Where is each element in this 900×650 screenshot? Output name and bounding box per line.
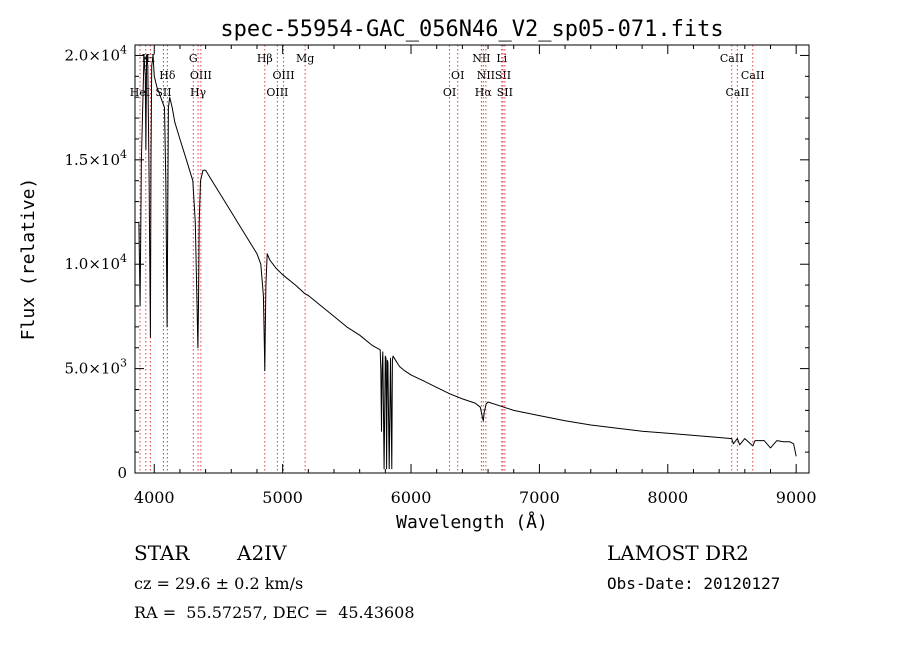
line-marker-label: CaII	[726, 86, 750, 99]
line-marker-label: SII	[495, 69, 511, 82]
line-marker-label: CaII	[720, 52, 744, 65]
x-tick-label: 9000	[776, 488, 817, 507]
y-tick-label: 5.0×103	[64, 357, 127, 378]
x-tick-label: 4000	[134, 488, 175, 507]
x-tick-label: 8000	[647, 488, 688, 507]
plot-frame	[134, 44, 810, 474]
x-tick-label: 5000	[262, 488, 303, 507]
chart-title: spec-55954-GAC_056N46_V2_sp05-071.fits	[220, 17, 723, 42]
survey-name: LAMOST DR2	[607, 541, 749, 565]
spectrum-line	[138, 54, 797, 470]
x-axis-label: Wavelength (Å)	[396, 511, 548, 533]
spectrum-series	[138, 54, 797, 470]
y-tick-label: 2.0×104	[64, 43, 127, 64]
line-marker-label: Li	[496, 52, 507, 65]
line-marker-label: SII	[155, 86, 171, 99]
y-axis: 0 5.0×103 1.0×104 1.5×104 2.0×104	[64, 43, 809, 482]
line-marker-label: Hδ	[159, 69, 176, 82]
y-tick-exponent: 3	[120, 357, 127, 370]
x-tick-label: 6000	[391, 488, 432, 507]
line-marker-label: OIII	[266, 86, 288, 99]
line-marker-label: NII	[477, 69, 495, 82]
line-marker-label: Hγ	[190, 86, 207, 99]
line-marker-label: Mg	[296, 52, 314, 65]
line-marker-label: Hβ	[257, 52, 273, 65]
line-marker-label: NII	[472, 52, 490, 65]
line-markers: HeIKHSIIHδGHγOIIIHβOIIIOIIIMgOIOINIIHαNI…	[130, 45, 765, 473]
line-marker-label: CaII	[741, 69, 765, 82]
y-tick-label: 1.5×104	[64, 148, 127, 169]
object-subclass: A2IV	[237, 541, 287, 565]
sky-coordinates: RA = 55.57257, DEC = 45.43608	[134, 603, 415, 622]
line-marker-label: OIII	[190, 69, 212, 82]
line-marker-label: SII	[497, 86, 513, 99]
redshift-velocity: cz = 29.6 ± 0.2 km/s	[134, 574, 304, 593]
line-marker-label: OI	[451, 69, 464, 82]
y-tick-exponent: 4	[120, 43, 127, 56]
line-marker-label: G	[189, 52, 198, 65]
x-axis: 4000 5000 6000 7000 8000 9000	[134, 45, 817, 507]
y-tick-exponent: 4	[120, 252, 127, 265]
line-marker-label: HeI	[130, 86, 150, 99]
line-marker-label: Hα	[475, 86, 493, 99]
line-marker-label: H	[146, 52, 156, 65]
line-marker-label: OI	[443, 86, 456, 99]
x-tick-label: 7000	[519, 488, 560, 507]
object-class: STAR	[134, 541, 190, 565]
line-marker-label: OIII	[273, 69, 295, 82]
y-axis-label: Flux (relative)	[18, 178, 39, 341]
y-tick-label: 0	[117, 464, 127, 482]
y-tick-label: 1.0×104	[64, 252, 127, 273]
observation-date: Obs-Date: 20120127	[607, 574, 781, 593]
y-tick-exponent: 4	[120, 148, 127, 161]
